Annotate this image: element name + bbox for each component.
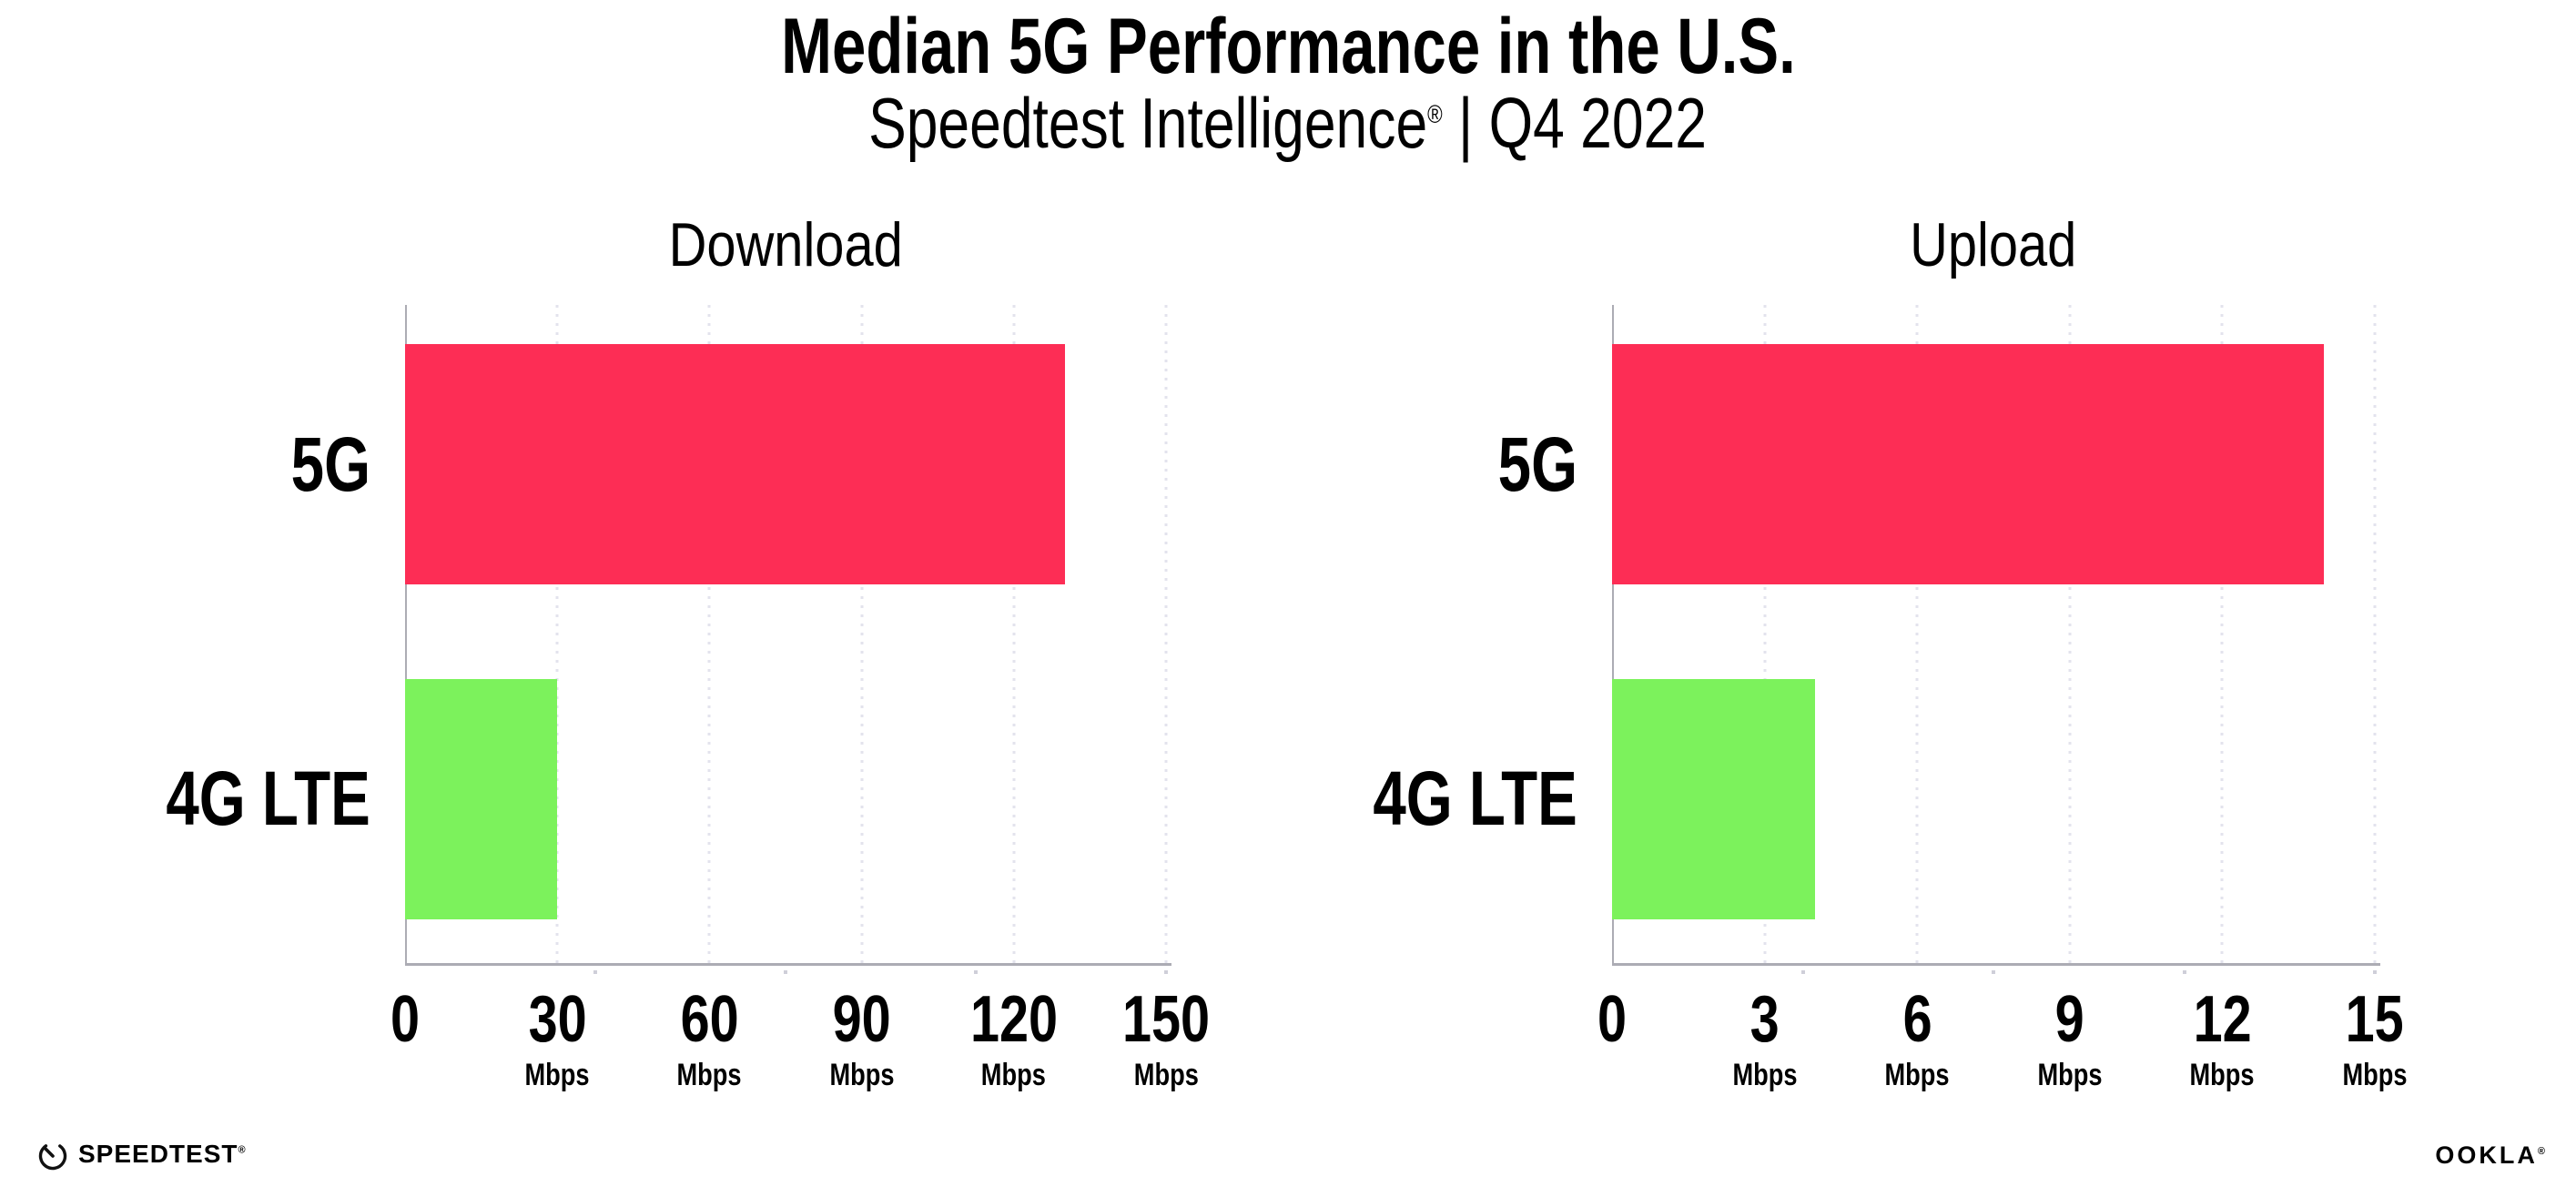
- upload-chart-title: Upload: [1910, 210, 2077, 279]
- minor-tick: [974, 970, 978, 974]
- speedtest-gauge-icon: [38, 1141, 67, 1171]
- minor-tick: [593, 970, 597, 974]
- x-tick-unit: Mbps: [1732, 1058, 1798, 1092]
- y-axis-label-4g-lte: 4G LTE: [166, 756, 370, 842]
- speedtest-wordmark: SPEEDTEST®: [78, 1140, 246, 1168]
- subtitle-text: Speedtest Intelligence: [868, 83, 1428, 163]
- y-axis-line: [405, 305, 407, 963]
- x-tick-unit: Mbps: [524, 1058, 590, 1092]
- page-subtitle: Speedtest Intelligence® | Q4 2022: [0, 86, 2576, 161]
- minor-tick: [1800, 970, 1805, 974]
- speedtest-logo: SPEEDTEST®: [36, 1138, 246, 1171]
- x-tick-15: 15 Mbps: [2335, 987, 2416, 1090]
- subtitle-period: | Q4 2022: [1443, 83, 1708, 163]
- bar-5g: [1612, 344, 2325, 584]
- x-tick-unit: Mbps: [676, 1058, 742, 1092]
- x-tick-unit: Mbps: [2189, 1058, 2255, 1092]
- x-tick-0: 0: [387, 987, 423, 1052]
- upload-plot-area: 0 3 Mbps 6 Mbps 9 Mbps 12 Mbps 15 Mbps: [1597, 305, 2408, 1090]
- upload-chart: Upload 5G 4G LTE 0 3 Mbps 6 Mbps 9 Mbps 12 Mbps 1…: [1207, 214, 2408, 1090]
- x-tick-3: 3 Mbps: [1724, 987, 1805, 1090]
- y-axis-line: [1612, 305, 1614, 963]
- x-tick-30: 30 Mbps: [517, 987, 598, 1090]
- speedtest-registered-mark: ®: [238, 1144, 246, 1156]
- x-tick-120: 120 Mbps: [959, 987, 1069, 1090]
- x-tick-12: 12 Mbps: [2182, 987, 2263, 1090]
- x-tick-90: 90 Mbps: [821, 987, 902, 1090]
- x-tick-value: 3: [1749, 983, 1780, 1056]
- gridline-12: [2220, 305, 2224, 963]
- ookla-logo: OOKLA®: [2435, 1143, 2545, 1168]
- bar-4g-lte: [1612, 679, 1816, 919]
- gridline-90: [860, 305, 864, 963]
- minor-tick: [784, 970, 787, 974]
- x-tick-value: 6: [1902, 983, 1932, 1056]
- x-tick-unit: Mbps: [981, 1058, 1047, 1092]
- gridline-120: [1012, 305, 1016, 963]
- x-tick-0: 0: [1594, 987, 1630, 1052]
- x-tick-unit: Mbps: [1133, 1058, 1199, 1092]
- gridline-6: [1915, 305, 1919, 963]
- gridline-3: [1763, 305, 1767, 963]
- x-tick-value: 120: [969, 983, 1058, 1056]
- page-title: Median 5G Performance in the U.S.: [780, 3, 1796, 90]
- minor-tick: [1992, 970, 1995, 974]
- registered-mark: ®: [1427, 100, 1444, 128]
- x-tick-60: 60 Mbps: [669, 987, 750, 1090]
- x-tick-unit: Mbps: [2037, 1058, 2103, 1092]
- x-tick-value: 0: [390, 983, 421, 1056]
- x-tick-150: 150 Mbps: [1111, 987, 1221, 1090]
- gridline-15: [2373, 305, 2377, 963]
- x-tick-value: 150: [1121, 983, 1211, 1056]
- download-plot-area: 0 30 Mbps 60 Mbps 90 Mbps 120 Mbps 150 Mbps: [390, 305, 1210, 1090]
- ookla-wordmark: OOKLA: [2435, 1141, 2538, 1169]
- download-chart-title: Download: [668, 210, 903, 279]
- download-chart: Download 5G 4G LTE 0 30 Mbps 60 Mbps 90 Mbps 12…: [0, 214, 1211, 1090]
- x-axis-line: [1612, 963, 2380, 966]
- gridline-60: [707, 305, 711, 963]
- y-axis-label-4g-lte: 4G LTE: [1373, 756, 1577, 842]
- y-axis-label-5g: 5G: [290, 421, 370, 507]
- x-tick-value: 90: [832, 983, 891, 1056]
- x-tick-unit: Mbps: [2342, 1058, 2408, 1092]
- x-tick-9: 9 Mbps: [2029, 987, 2110, 1090]
- bar-5g: [405, 344, 1065, 584]
- x-tick-value: 15: [2345, 983, 2405, 1056]
- x-tick-unit: Mbps: [1884, 1058, 1950, 1092]
- minor-tick: [2182, 970, 2186, 974]
- x-tick-6: 6 Mbps: [1877, 987, 1958, 1090]
- y-axis-label-5g: 5G: [1497, 421, 1577, 507]
- minor-tick: [2373, 970, 2377, 974]
- gridline-150: [1164, 305, 1168, 963]
- x-axis-line: [405, 963, 1171, 966]
- gridline-9: [2068, 305, 2072, 963]
- x-tick-value: 60: [680, 983, 739, 1056]
- bar-4g-lte: [405, 679, 558, 919]
- x-tick-value: 12: [2193, 983, 2252, 1056]
- x-tick-value: 9: [2054, 983, 2084, 1056]
- x-tick-unit: Mbps: [829, 1058, 895, 1092]
- x-tick-value: 30: [528, 983, 587, 1056]
- gridline-30: [555, 305, 559, 963]
- ookla-registered-mark: ®: [2537, 1146, 2545, 1157]
- x-tick-value: 0: [1597, 983, 1628, 1056]
- minor-tick: [1164, 970, 1168, 974]
